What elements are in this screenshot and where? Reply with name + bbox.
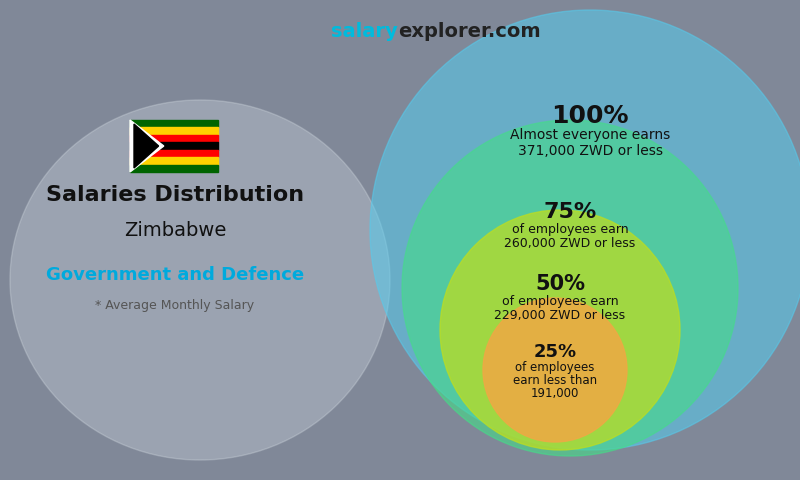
Text: 371,000 ZWD or less: 371,000 ZWD or less — [518, 144, 662, 158]
Bar — [130, 165, 218, 172]
Text: of employees earn: of employees earn — [502, 295, 618, 308]
Polygon shape — [130, 120, 164, 172]
Text: of employees earn: of employees earn — [512, 223, 628, 236]
Text: earn less than: earn less than — [513, 374, 597, 387]
Circle shape — [402, 120, 738, 456]
Text: explorer.com: explorer.com — [398, 22, 541, 41]
Circle shape — [440, 210, 680, 450]
Bar — [130, 135, 218, 142]
Circle shape — [483, 298, 627, 442]
Bar — [130, 120, 218, 127]
Circle shape — [370, 10, 800, 450]
Text: 100%: 100% — [551, 104, 629, 128]
Text: Government and Defence: Government and Defence — [46, 266, 304, 284]
Bar — [130, 142, 218, 150]
Text: 50%: 50% — [535, 275, 585, 294]
Text: salary: salary — [331, 22, 398, 41]
Bar — [130, 157, 218, 165]
Text: 25%: 25% — [534, 343, 577, 361]
Ellipse shape — [10, 100, 390, 460]
Bar — [130, 127, 218, 135]
Text: Salaries Distribution: Salaries Distribution — [46, 185, 304, 205]
Text: 229,000 ZWD or less: 229,000 ZWD or less — [494, 309, 626, 322]
Text: of employees: of employees — [515, 361, 594, 374]
Text: 191,000: 191,000 — [531, 387, 579, 400]
Polygon shape — [134, 124, 158, 168]
Text: 75%: 75% — [543, 203, 597, 222]
Bar — [130, 150, 218, 157]
Text: 260,000 ZWD or less: 260,000 ZWD or less — [504, 237, 636, 250]
Text: * Average Monthly Salary: * Average Monthly Salary — [95, 299, 254, 312]
Text: Zimbabwe: Zimbabwe — [124, 220, 226, 240]
Text: Almost everyone earns: Almost everyone earns — [510, 128, 670, 142]
